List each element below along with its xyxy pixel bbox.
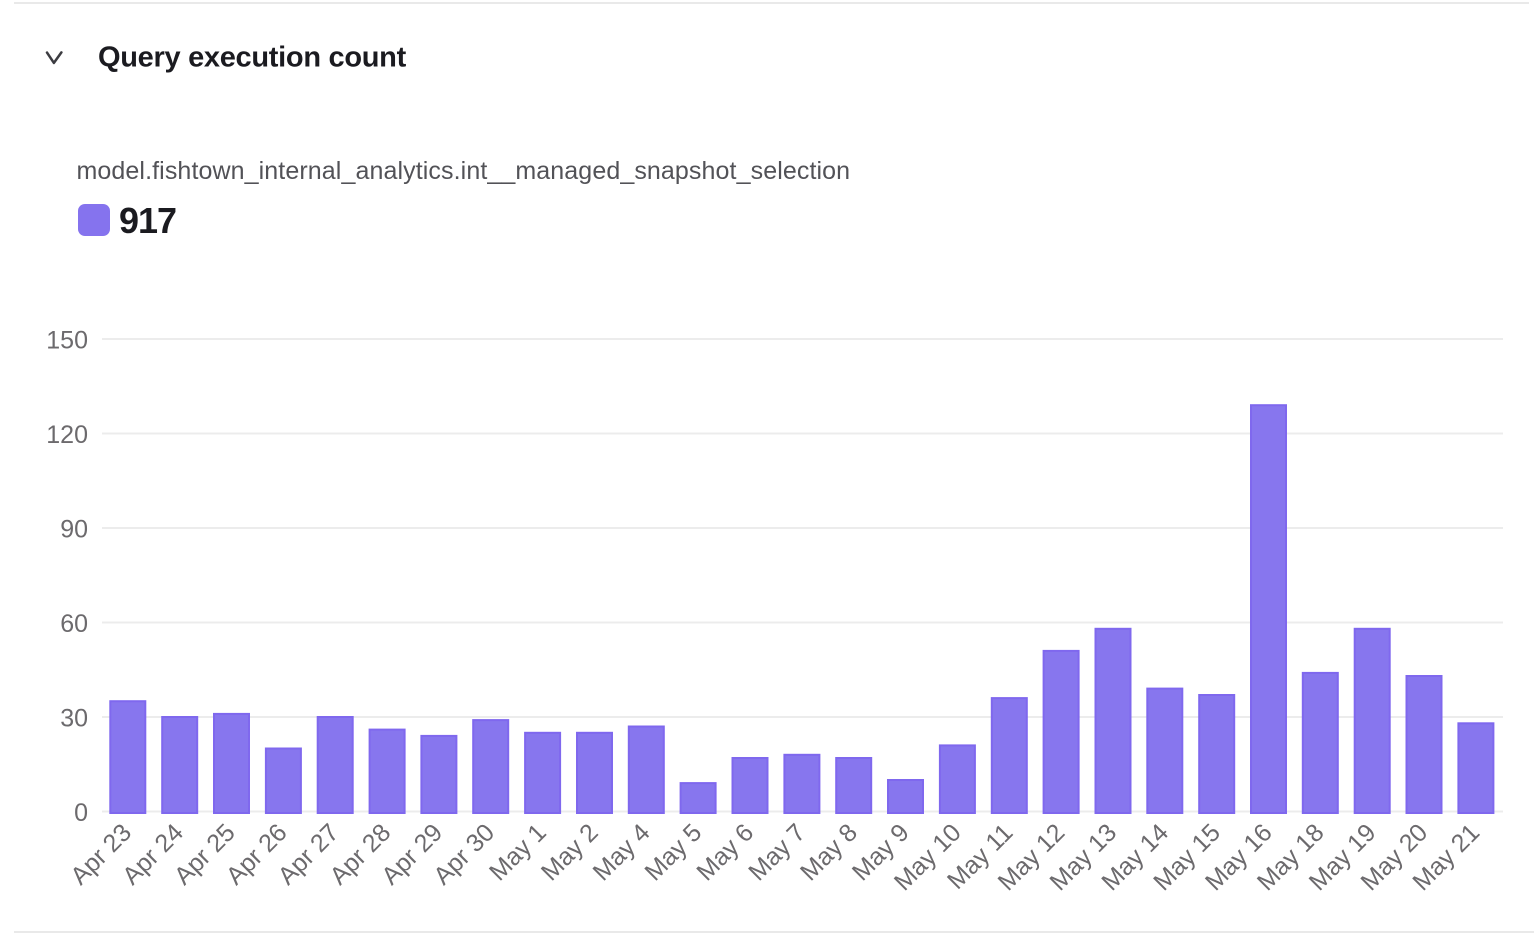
svg-text:May 8: May 8 [795, 818, 863, 886]
svg-text:May 4: May 4 [588, 818, 656, 886]
svg-text:May 5: May 5 [639, 818, 707, 886]
svg-text:model.fishtown_internal_analyt: model.fishtown_internal_analytics.int__m… [77, 157, 851, 185]
svg-text:150: 150 [46, 327, 88, 355]
svg-text:May 6: May 6 [691, 818, 759, 886]
svg-text:May 2: May 2 [536, 818, 604, 886]
svg-text:Query execution count: Query execution count [98, 42, 407, 74]
svg-text:917: 917 [119, 200, 176, 241]
svg-text:60: 60 [60, 610, 88, 638]
svg-text:May 7: May 7 [743, 818, 811, 886]
svg-text:90: 90 [60, 516, 88, 544]
svg-text:May 1: May 1 [484, 818, 552, 886]
svg-text:0: 0 [74, 799, 88, 827]
svg-text:30: 30 [60, 705, 88, 733]
svg-text:120: 120 [46, 421, 88, 449]
